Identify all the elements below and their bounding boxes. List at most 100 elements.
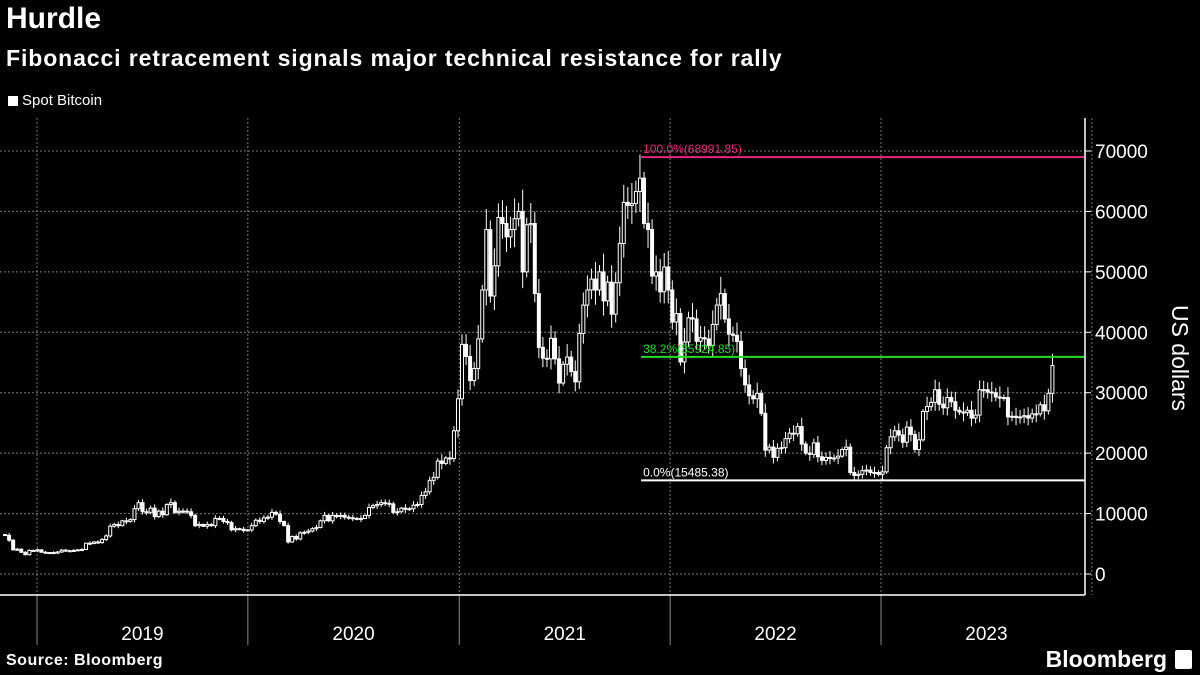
candle [241,526,246,533]
candle [811,438,816,458]
candle [472,362,477,387]
candle [993,387,998,402]
candle-body-down [771,446,776,458]
candle-body-up [35,549,40,552]
candle-body-down [1026,415,1031,419]
candle [100,538,105,544]
candle [71,549,76,552]
candle [957,406,962,416]
candle [148,505,153,515]
candle [771,439,776,464]
candle [383,499,388,507]
candle-body-up [176,510,181,513]
candle [617,226,622,297]
candle [823,452,828,465]
candle-body-up [148,507,153,513]
candle [1018,410,1023,424]
candle-body-up [662,266,667,293]
candle-body-up [654,271,659,277]
candle [201,523,206,528]
candle-body-up [856,473,861,477]
candle-body-down [666,266,671,291]
fibonacci-level-label: 0.0%(15485.38) [643,465,728,479]
candle [900,428,905,448]
candle [908,419,913,442]
candle-body-up [613,282,618,315]
candle [965,406,970,417]
bloomberg-logo: Bloomberg [1046,646,1192,673]
legend: Spot Bitcoin [8,92,102,109]
candle [415,501,420,508]
candle [342,512,347,520]
candle-body-up [823,456,828,461]
candle [265,514,270,520]
candle [520,189,525,289]
candle-body-up [104,535,109,541]
candle-body-up [637,177,642,192]
candle [233,526,238,533]
candle-body-down [726,318,731,335]
candle [447,451,452,465]
y-tick-label: 50000 [1095,263,1148,284]
candle [759,390,764,416]
candle [164,503,169,516]
candle [803,441,808,456]
candle [27,549,32,556]
candle [23,551,28,556]
candle-body-down [601,271,606,302]
candle-body-up [269,511,274,518]
candle-body-up [1046,392,1051,412]
chart-title: Hurdle [6,2,102,35]
candle [1014,407,1019,426]
candle [367,503,372,519]
candle [710,310,715,358]
candle-body-down [989,391,994,394]
candle-body-up [253,519,258,527]
candle-body-down [759,392,764,414]
candle-body-down [908,426,913,435]
candle-body-up [451,430,456,460]
candle [387,499,392,508]
candle [856,470,861,480]
candle [185,508,190,515]
candle-body-down [286,525,291,543]
candle-body-down [193,514,198,527]
candle-body-down [294,536,299,540]
candle-body-up [508,229,513,238]
candle-body-down [670,289,675,323]
candle-body-down [819,456,824,461]
candle-body-up [617,242,622,284]
candle [427,476,432,495]
candle-body-down [201,523,206,527]
candle [573,360,578,392]
candle-body-down [334,514,339,518]
candle [828,451,833,465]
candle-body-up [71,549,76,552]
candle [977,380,982,423]
candle [180,508,185,514]
candle-body-down [241,528,246,531]
candle-body-up [811,442,816,455]
candle-body-down [51,552,56,555]
candle-body-up [419,494,424,506]
candle-body-up [399,507,404,513]
candle [682,328,687,374]
candle-body-up [128,519,133,522]
candle-body-down [702,337,707,340]
candle [953,391,958,419]
candle-body-up [981,389,986,392]
candle [718,276,723,320]
candle-body-up [298,532,303,540]
candle-body-down [391,503,396,513]
candle [714,298,719,331]
candle [419,491,424,508]
candle [662,252,667,304]
candle-body-up [860,470,865,475]
candle-body-down [342,514,347,518]
candle-body-up [548,337,553,360]
candle-body-down [532,223,537,295]
candle [229,520,234,532]
candle [19,548,24,554]
candle-body-down [278,513,283,522]
candle-body-up [512,218,517,231]
